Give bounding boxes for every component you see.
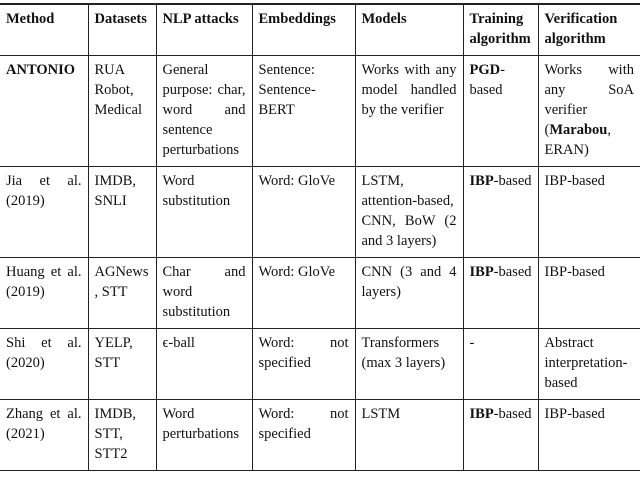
cell-text: Zhang et al. (2021) [6,406,82,442]
cell-text: LSTM [361,406,401,422]
table-cell: Word: not specified [251,328,355,400]
cell-text: Word: GloVe [258,173,336,189]
cell-text: Works with any model handled by the veri… [361,62,457,118]
cell-text: ϵ-ball [162,335,195,351]
table-cell: Transformers (max 3 layers) [354,328,463,400]
table-row: Shi et al. (2020) YELP, STT ϵ-ball Word: no… [0,328,640,400]
table-cell: YELP, STT [87,328,156,400]
header-cell: Verification algorithm [537,4,640,56]
table-cell: IBP-based [462,166,538,258]
cell-bold-text: IBP [469,406,494,422]
table-body: ANTONIO RUA Robot, Medical General purpose… [0,55,640,471]
table-cell: IBP-based [462,257,538,329]
table-cell: LSTM [354,399,463,471]
cell-bold-text: Marabou [549,122,608,138]
comparison-table: Method Datasets NLP attacks Embeddings Model… [0,3,640,471]
table-cell: Works with any model handled by the veri… [354,55,463,167]
cell-text: CNN (3 and 4 layers) [361,264,457,300]
cell-text: -based [469,62,505,98]
header-cell: NLP attacks [155,4,252,56]
cell-text: - [469,335,475,351]
table-cell: PGD-based [462,55,538,167]
table-cell: IBP-based [537,399,640,471]
table-cell: Word: GloVe [251,257,355,329]
table-cell: IBP-based [537,257,640,329]
cell-text: Word: not specified [258,406,349,442]
cell-text: IBP-based [544,406,605,422]
table-cell: IBP-based [462,399,538,471]
table-cell: Abstract interpretation-based [537,328,640,400]
cell-text: IMDB, SNLI [94,173,137,209]
table-cell: CNN (3 and 4 layers) [354,257,463,329]
cell-text: YELP, STT [94,335,133,371]
cell-text: Word: GloVe [258,264,336,280]
table-cell: - [462,328,538,400]
table-cell: Word perturbations [155,399,252,471]
cell-bold-text: IBP [469,173,494,189]
cell-text: LSTM, attention-based, CNN, BoW (2 and 3… [361,173,457,249]
cell-text: Char and word substitution [162,264,246,320]
header-cell: Training algorithm [462,4,538,56]
cell-text: General purpose: char, word and sentence… [162,62,246,158]
table-cell: Zhang et al. (2021) [0,400,88,471]
table-cell: ϵ-ball [155,328,252,400]
cell-text: -based [493,173,532,189]
table-cell: Works with any SoA verifier (Marabou, ER… [537,55,640,167]
cell-text: , ERAN) [544,122,611,158]
cell-text: Jia et al. (2019) [6,173,82,209]
table-cell: IMDB, SNLI [87,166,156,258]
cell-text: Word perturbations [162,406,240,442]
table-cell: AGNews, STT [87,257,156,329]
table-cell: Sentence: Sentence-BERT [251,55,355,167]
cell-text: Works with any SoA verifier ( [544,62,635,138]
header-cell: Datasets [87,4,156,56]
table-cell: Char and word substitution [155,257,252,329]
cell-text: Shi et al. (2020) [6,335,82,371]
table-cell: Word: GloVe [251,166,355,258]
table-cell: Word substitution [155,166,252,258]
table-cell: General purpose: char, word and sentence… [155,55,252,167]
cell-text: Abstract interpretation-based [544,335,628,391]
cell-text: IMDB, STT, STT2 [94,406,137,462]
table-cell: RUA Robot, Medical [87,55,156,167]
table-cell: Huang et al. (2019) [0,258,88,329]
table-cell: IMDB, STT, STT2 [87,399,156,471]
table-row: Jia et al. (2019) IMDB, SNLI Word substitu… [0,166,640,258]
cell-text: Transformers (max 3 layers) [361,335,446,371]
cell-text: IBP-based [544,264,605,280]
header-cell: Embeddings [251,4,355,56]
cell-text: -based [493,264,532,280]
cell-bold-text: ANTONIO [6,62,76,78]
cell-bold-text: IBP [469,264,494,280]
cell-text: RUA Robot, Medical [94,62,143,118]
cell-text: Sentence: Sentence-BERT [258,62,316,118]
table-cell: Word: not specified [251,399,355,471]
header-row: Method Datasets NLP attacks Embeddings Model… [0,4,640,56]
cell-text: IBP-based [544,173,605,189]
table-row: ANTONIO RUA Robot, Medical General purpose… [0,55,640,167]
header-cell: Method [6,11,55,27]
cell-text: Word: not specified [258,335,349,371]
table-cell: Shi et al. (2020) [0,329,88,400]
page: {"table": { "header": ["Method", "Datase… [0,3,640,484]
table-row: Zhang et al. (2021) IMDB, STT, STT2 Word p… [0,399,640,471]
table-cell: LSTM, attention-based, CNN, BoW (2 and 3… [354,166,463,258]
cell-text: -based [493,406,532,422]
header-cell: Models [354,4,463,56]
table-cell: ANTONIO [0,56,88,167]
table-cell: Jia et al. (2019) [0,167,88,258]
cell-bold-text: PGD [469,62,501,78]
table-cell: IBP-based [537,166,640,258]
cell-text: Word substitution [162,173,231,209]
cell-text: AGNews, STT [94,264,149,300]
table-row: Huang et al. (2019) AGNews, STT Char and w… [0,257,640,329]
cell-text: Huang et al. (2019) [6,264,82,300]
